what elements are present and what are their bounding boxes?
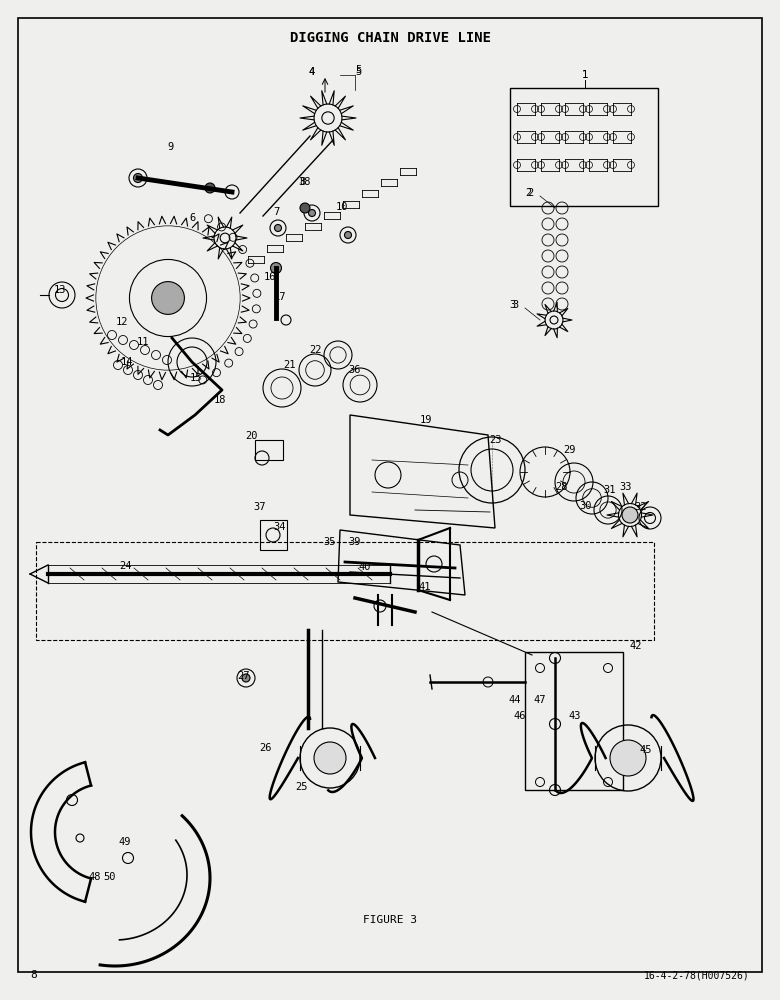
Text: 23: 23 xyxy=(490,435,502,445)
Text: 37: 37 xyxy=(254,502,266,512)
Text: 50: 50 xyxy=(104,872,116,882)
Text: 19: 19 xyxy=(420,415,432,425)
Text: 5: 5 xyxy=(355,65,361,75)
Circle shape xyxy=(314,742,346,774)
Text: 39: 39 xyxy=(349,537,361,547)
Circle shape xyxy=(205,183,215,193)
Text: 27: 27 xyxy=(237,671,250,681)
Text: 3: 3 xyxy=(509,300,515,310)
Text: 2: 2 xyxy=(525,188,531,198)
Circle shape xyxy=(133,174,143,182)
Bar xyxy=(525,652,623,790)
Circle shape xyxy=(309,210,315,217)
Text: 33: 33 xyxy=(620,482,633,492)
Text: 18: 18 xyxy=(214,395,226,405)
Circle shape xyxy=(300,203,310,213)
Text: 47: 47 xyxy=(534,695,546,705)
Text: 30: 30 xyxy=(580,501,592,511)
Text: 10: 10 xyxy=(335,202,348,212)
Text: FIGURE 3: FIGURE 3 xyxy=(363,915,417,925)
Text: 11: 11 xyxy=(136,337,149,347)
Circle shape xyxy=(151,282,184,314)
Text: 24: 24 xyxy=(120,561,133,571)
Bar xyxy=(36,542,654,640)
Text: 16-4-2-78(H007526): 16-4-2-78(H007526) xyxy=(644,970,750,980)
Text: DIGGING CHAIN DRIVE LINE: DIGGING CHAIN DRIVE LINE xyxy=(289,31,491,45)
Text: 9: 9 xyxy=(167,142,173,152)
Text: 15: 15 xyxy=(190,373,202,383)
Circle shape xyxy=(610,740,646,776)
Text: 44: 44 xyxy=(509,695,521,705)
Text: 4: 4 xyxy=(309,67,315,77)
Text: 32: 32 xyxy=(635,502,647,512)
Text: 6: 6 xyxy=(189,213,195,223)
Text: 8: 8 xyxy=(30,970,37,980)
Text: 31: 31 xyxy=(604,485,616,495)
Text: 29: 29 xyxy=(564,445,576,455)
Text: 17: 17 xyxy=(274,292,286,302)
Text: 46: 46 xyxy=(514,711,526,721)
Text: 4: 4 xyxy=(309,67,315,77)
Circle shape xyxy=(275,225,282,232)
Text: 13: 13 xyxy=(54,285,66,295)
Text: 45: 45 xyxy=(640,745,652,755)
Text: 36: 36 xyxy=(349,365,361,375)
Text: 42: 42 xyxy=(629,641,642,651)
Text: 49: 49 xyxy=(119,837,131,847)
Text: 48: 48 xyxy=(89,872,101,882)
Text: 21: 21 xyxy=(284,360,296,370)
Circle shape xyxy=(622,507,638,523)
Text: 1: 1 xyxy=(582,70,588,80)
Bar xyxy=(510,88,658,206)
Text: 43: 43 xyxy=(569,711,581,721)
Circle shape xyxy=(242,674,250,682)
Text: 5: 5 xyxy=(355,67,361,77)
Text: 25: 25 xyxy=(295,782,307,792)
Text: 26: 26 xyxy=(259,743,271,753)
Text: 35: 35 xyxy=(324,537,336,547)
Circle shape xyxy=(271,262,282,273)
Bar xyxy=(260,520,287,550)
Text: 12: 12 xyxy=(115,317,128,327)
Text: 20: 20 xyxy=(246,431,258,441)
Circle shape xyxy=(345,232,352,238)
Text: 22: 22 xyxy=(310,345,322,355)
Text: 34: 34 xyxy=(274,522,286,532)
Text: 1: 1 xyxy=(582,70,588,80)
Text: 41: 41 xyxy=(419,582,431,592)
Text: 7: 7 xyxy=(273,207,279,217)
Text: 28: 28 xyxy=(555,482,567,492)
Text: 38: 38 xyxy=(299,177,311,187)
Text: 8: 8 xyxy=(299,177,305,187)
Text: 40: 40 xyxy=(359,562,371,572)
Bar xyxy=(255,440,283,460)
Text: 14: 14 xyxy=(121,357,133,367)
Text: 2: 2 xyxy=(526,188,533,198)
Text: 16: 16 xyxy=(264,272,276,282)
Text: 3: 3 xyxy=(512,300,518,310)
